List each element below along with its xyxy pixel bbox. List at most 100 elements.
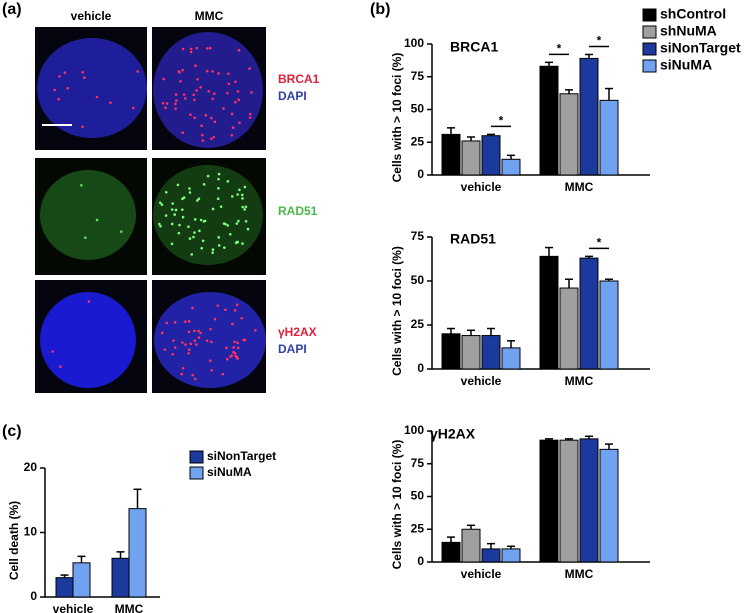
focus	[195, 343, 198, 346]
focus	[233, 351, 237, 355]
focus	[235, 303, 239, 307]
focus	[200, 246, 203, 250]
bar	[599, 280, 619, 370]
focus	[197, 197, 201, 201]
focus	[180, 372, 184, 376]
focus	[241, 242, 244, 245]
y-axis-label: Cells with > 10 foci (%)	[390, 246, 404, 376]
focus	[222, 107, 225, 110]
y-tick-label: 100	[404, 423, 424, 437]
focus	[243, 208, 247, 211]
focus	[95, 218, 99, 222]
micrograph-grid	[35, 27, 266, 393]
focus	[51, 350, 54, 353]
focus	[227, 72, 230, 76]
legend-label: siNonTarget	[207, 449, 276, 463]
focus	[173, 213, 176, 216]
focus	[228, 232, 232, 236]
focus	[109, 101, 112, 105]
focus	[199, 331, 202, 335]
focus	[181, 68, 185, 72]
focus	[211, 248, 215, 251]
bar	[55, 577, 74, 598]
focus	[238, 121, 241, 125]
focus	[177, 70, 181, 73]
bar	[539, 65, 559, 176]
focus	[171, 202, 174, 205]
focus	[210, 340, 213, 344]
focus	[225, 346, 228, 350]
y-axis-label: Cell death (%)	[7, 501, 21, 580]
focus	[235, 241, 238, 244]
focus	[236, 193, 239, 196]
x-tick-label: MMC	[565, 180, 594, 194]
legend-swatch	[189, 466, 204, 480]
focus	[217, 186, 220, 190]
focus	[182, 93, 186, 96]
focus	[181, 47, 185, 51]
focus	[213, 92, 216, 96]
bar	[72, 562, 91, 598]
focus	[181, 131, 185, 135]
focus	[177, 231, 181, 235]
focus	[178, 223, 181, 227]
focus	[248, 112, 252, 116]
focus	[187, 320, 191, 323]
focus	[187, 348, 191, 351]
focus	[192, 235, 195, 239]
focus	[250, 91, 253, 94]
focus	[205, 69, 209, 73]
focus	[234, 80, 237, 84]
focus	[159, 224, 162, 228]
focus	[226, 180, 230, 183]
focus	[194, 64, 197, 67]
stain-label: BRCA1	[278, 72, 320, 86]
focus	[160, 331, 164, 335]
focus	[246, 227, 250, 231]
bar	[559, 287, 579, 370]
focus	[212, 135, 216, 139]
bar	[599, 448, 619, 563]
focus	[222, 222, 226, 225]
focus	[192, 93, 196, 97]
focus	[172, 339, 175, 342]
focus	[170, 242, 174, 246]
focus	[191, 306, 194, 310]
focus	[243, 185, 247, 189]
focus	[197, 336, 201, 339]
focus	[174, 107, 177, 111]
focus	[211, 70, 214, 73]
x-tick-label: MMC	[565, 567, 594, 581]
focus	[223, 246, 226, 249]
focus	[234, 100, 237, 104]
legend-swatch	[642, 42, 657, 56]
focus	[230, 112, 234, 116]
focus	[193, 116, 196, 120]
focus	[95, 95, 99, 99]
focus	[204, 113, 208, 117]
focus	[216, 304, 220, 307]
y-tick-label: 75	[411, 229, 425, 243]
legend-swatch	[642, 59, 657, 73]
focus	[176, 183, 180, 187]
focus	[232, 346, 236, 349]
focus	[233, 340, 236, 344]
y-tick-label: 50	[411, 273, 425, 287]
focus	[201, 133, 204, 137]
focus	[207, 90, 211, 93]
focus	[195, 89, 198, 92]
bar	[501, 548, 521, 563]
x-tick-label: MMC	[565, 374, 594, 388]
focus	[244, 205, 248, 209]
stain-label: RAD51	[278, 204, 318, 218]
bar	[441, 541, 461, 563]
bar	[579, 57, 599, 176]
focus	[226, 224, 229, 227]
focus	[158, 222, 161, 226]
focus	[81, 125, 84, 129]
significance-label: *	[557, 42, 562, 56]
bar	[461, 528, 481, 563]
focus	[181, 215, 185, 219]
y-tick-label: 10	[24, 525, 38, 539]
